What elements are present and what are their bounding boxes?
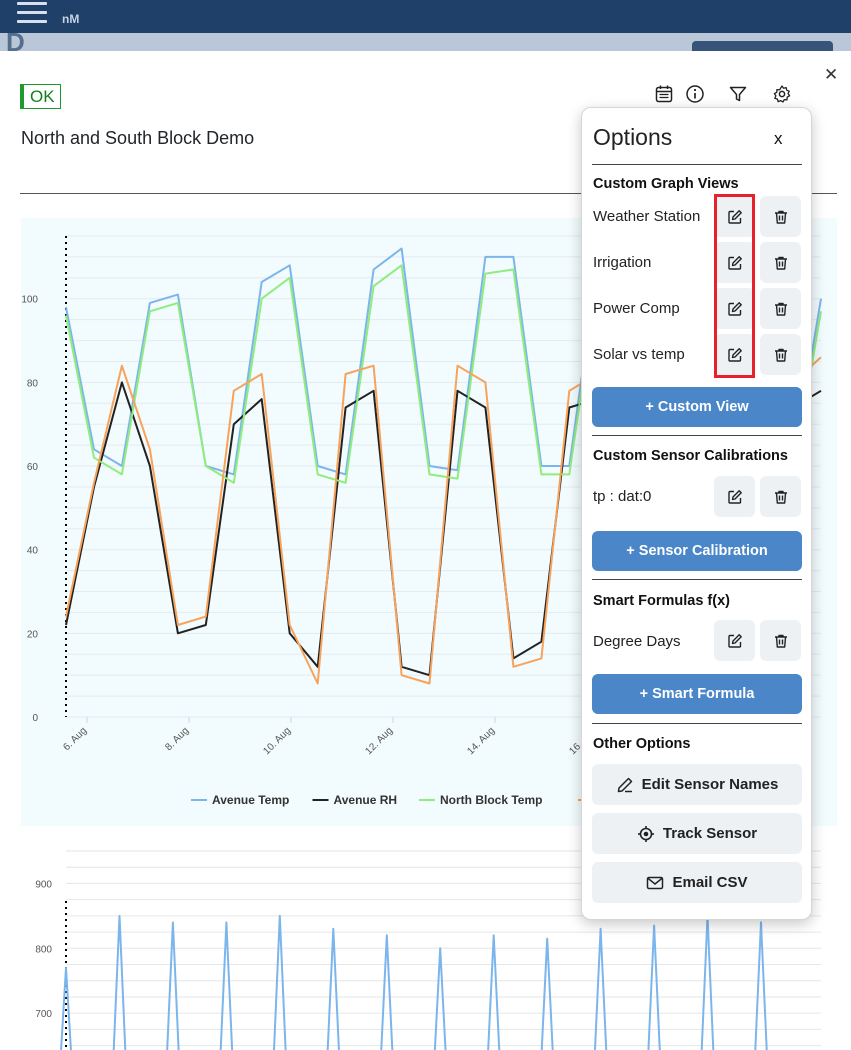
chart-2-y-tick-label: 800: [35, 944, 52, 955]
chart-1-x-tick-label: 8. Aug: [163, 725, 191, 753]
add-custom-view-button[interactable]: + Custom View: [592, 387, 802, 427]
trash-icon: [774, 490, 787, 504]
close-icon[interactable]: ✕: [824, 65, 839, 84]
trash-icon: [774, 634, 787, 648]
background-page-title: D: [6, 33, 25, 51]
delete-calibration-button[interactable]: [760, 476, 801, 517]
delete-formula-button[interactable]: [760, 620, 801, 661]
custom-sensor-calibrations-heading: Custom Sensor Calibrations: [593, 448, 788, 464]
page-title: North and South Block Demo: [21, 128, 255, 148]
title-divider: [20, 193, 837, 194]
custom-graph-views-heading: Custom Graph Views: [593, 176, 739, 192]
chart-1-legend-label: Avenue RH: [334, 793, 398, 807]
options-panel: Options x Custom Graph Views Weather Sta…: [581, 107, 812, 920]
trash-icon: [774, 302, 787, 316]
background-page-button: [692, 41, 833, 51]
graph-view-irrigation: Irrigation: [593, 254, 652, 271]
chart-1-y-tick-label: 20: [27, 629, 39, 640]
settings-icon[interactable]: [772, 84, 792, 104]
other-options-heading: Other Options: [593, 736, 691, 752]
email-csv-label: Email CSV: [672, 874, 748, 891]
chart-2-series-line: [60, 914, 768, 1050]
trash-icon: [774, 210, 787, 224]
formula-degree-days: Degree Days: [593, 633, 681, 650]
options-title: Options: [593, 124, 673, 150]
chart-1-y-tick-label: 100: [21, 295, 38, 306]
chart-1-x-tick-label: 14. Aug: [465, 725, 497, 757]
chart-1-legend-label: North Block Temp: [440, 793, 542, 807]
chart-1-x-tick-label: 6. Aug: [61, 725, 89, 753]
track-sensor-label: Track Sensor: [662, 825, 758, 842]
chart-1-x-tick-label: 12. Aug: [363, 725, 395, 757]
edit-formula-button[interactable]: [714, 620, 755, 661]
edit-sensor-names-label: Edit Sensor Names: [641, 776, 779, 793]
delete-weather-station-button[interactable]: [760, 196, 801, 237]
calendar-icon[interactable]: [654, 84, 674, 104]
graph-view-power-comp: Power Comp: [593, 300, 680, 317]
trash-icon: [774, 348, 787, 362]
edit-icon: [727, 347, 742, 362]
section-rule-3: [592, 723, 802, 724]
trash-icon: [774, 256, 787, 270]
delete-irrigation-button[interactable]: [760, 242, 801, 283]
filter-icon[interactable]: [728, 84, 748, 104]
chart-1-y-tick-label: 60: [27, 462, 39, 473]
section-rule-2: [592, 579, 802, 580]
status-badge: OK: [20, 84, 61, 109]
graph-view-weather-station: Weather Station: [593, 208, 701, 225]
delete-solar-vs-temp-button[interactable]: [760, 334, 801, 375]
smart-formulas-heading: Smart Formulas f(x): [593, 593, 730, 609]
edit-calibration-button[interactable]: [714, 476, 755, 517]
crosshair-icon: [637, 825, 654, 842]
chart-2-y-tick-label: 900: [35, 879, 52, 890]
chart-1-svg: 0 20 40 60 80 100 6. Aug 8. Aug 10. Aug 12. Aug 14…: [21, 235, 822, 807]
track-sensor-button[interactable]: Track Sensor: [592, 813, 802, 854]
email-csv-button[interactable]: Email CSV: [592, 862, 802, 903]
chart-1-y-tick-label: 80: [27, 378, 39, 389]
graph-view-solar-vs-temp: Solar vs temp: [593, 346, 685, 363]
add-smart-formula-button[interactable]: + Smart Formula: [592, 674, 802, 714]
envelope-icon: [647, 876, 664, 889]
edit-power-comp-button[interactable]: [714, 288, 755, 329]
info-icon[interactable]: [685, 84, 705, 104]
hamburger-icon[interactable]: [17, 2, 47, 24]
edit-icon: [727, 633, 742, 648]
section-rule-1: [592, 435, 802, 436]
edit-icon: [727, 209, 742, 224]
brand-label: nM: [62, 12, 80, 26]
edit-icon: [727, 255, 742, 270]
edit-icon: [727, 301, 742, 316]
chart-1-y-tick-label: 40: [27, 546, 39, 557]
options-title-rule: [592, 164, 802, 165]
top-navbar: nM: [0, 0, 851, 33]
options-close-button[interactable]: x: [774, 129, 783, 148]
background-page-strip: D: [0, 33, 851, 51]
chart-1-legend-label: Avenue Temp: [212, 793, 289, 807]
edit-weather-station-button[interactable]: [714, 196, 755, 237]
pencil-icon: [617, 777, 632, 792]
calibration-tp-dat0: tp : dat:0: [593, 488, 652, 505]
edit-icon: [727, 489, 742, 504]
chart-1-y-tick-label: 0: [32, 713, 38, 724]
edit-irrigation-button[interactable]: [714, 242, 755, 283]
chart-2-y-tick-label: 700: [35, 1009, 52, 1020]
edit-solar-vs-temp-button[interactable]: [714, 334, 755, 375]
add-sensor-calibration-button[interactable]: + Sensor Calibration: [592, 531, 802, 571]
chart-1-x-tick-label: 10. Aug: [261, 725, 293, 757]
delete-power-comp-button[interactable]: [760, 288, 801, 329]
edit-sensor-names-button[interactable]: Edit Sensor Names: [592, 764, 802, 805]
